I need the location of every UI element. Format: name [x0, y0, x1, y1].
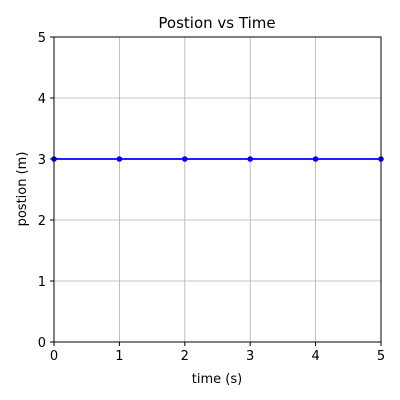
data-point-0-1	[116, 156, 123, 162]
y-tick-label-0: 0	[38, 336, 46, 351]
plot-frame	[53, 36, 382, 343]
x-tick-label-0: 0	[50, 349, 58, 364]
x-tick-label-1: 1	[115, 349, 123, 364]
y-tick-label-1: 1	[38, 275, 46, 290]
y-axis-label: postion (m)	[15, 152, 30, 227]
y-tick-label-4: 4	[38, 92, 46, 107]
x-axis-label: time (s)	[192, 372, 242, 387]
data-point-0-2	[182, 156, 188, 162]
x-tick-label-3: 3	[246, 349, 254, 364]
series-layer	[51, 156, 384, 162]
chart-title: Postion vs Time	[158, 14, 275, 32]
axes	[50, 36, 382, 346]
x-tick-label-2: 2	[181, 349, 189, 364]
data-point-0-4	[312, 156, 319, 162]
data-point-0-3	[247, 156, 253, 162]
y-tick-label-2: 2	[38, 214, 46, 229]
y-tick-label-5: 5	[38, 31, 46, 46]
x-tick-label-4: 4	[311, 349, 319, 364]
x-tick-label-5: 5	[377, 349, 385, 364]
tick-labels: 0 1 2 3 4 5 0 1 2 3 4 5	[38, 31, 385, 364]
y-tick-label-3: 3	[38, 153, 46, 168]
